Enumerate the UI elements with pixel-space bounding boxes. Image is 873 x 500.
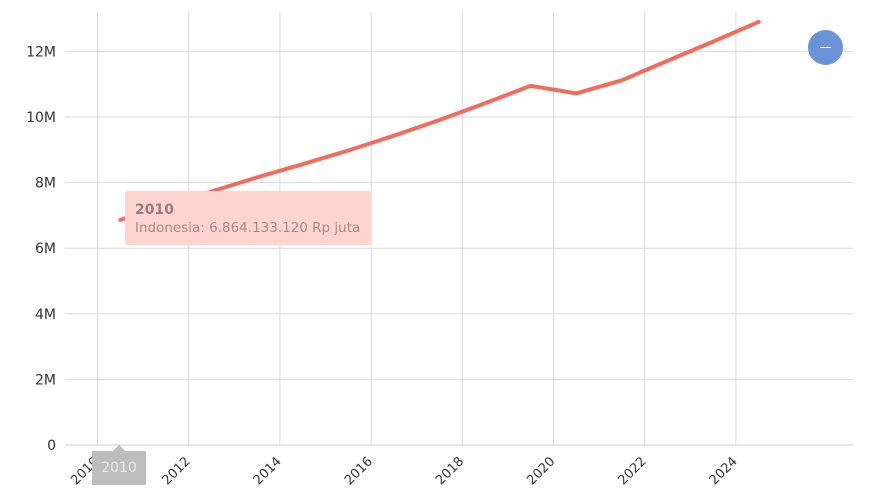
y-tick-label: 10M [26,110,56,126]
x-axis-labels: 2010 2012 2014 2016 2018 2020 2022 2024 [68,454,740,488]
x-cursor-label: 2010 [92,451,146,485]
zoom-out-button[interactable] [808,30,843,65]
x-tick-label: 2014 [251,454,285,488]
series-line-indonesia [118,19,761,222]
y-tick-label: 2M [35,372,56,388]
x-tick-label: 2012 [160,454,194,488]
y-tick-label: 6M [35,241,56,257]
y-tick-label: 8M [35,176,56,192]
x-tick-label: 2018 [433,454,467,488]
x-tick-label: 2024 [707,454,741,488]
series-layer [118,19,761,222]
y-tick-label: 0 [47,438,56,454]
cursor-label-pointer [113,445,125,451]
x-tick-label: 2020 [524,454,558,488]
y-gridlines [65,50,853,446]
y-axis-labels: 0 2M 4M 6M 8M 10M 12M [26,44,56,454]
x-tick-label: 2022 [616,454,650,488]
tooltip-title: 2010 [135,202,174,218]
minus-icon [820,46,831,49]
y-tick-label: 12M [26,44,56,60]
tooltip: 2010 Indonesia: 6.864.133.120 Rp juta [125,191,371,245]
y-tick-label: 4M [35,307,56,323]
x-tick-label: 2016 [342,454,376,488]
tooltip-text: Indonesia: 6.864.133.120 Rp juta [135,220,361,236]
